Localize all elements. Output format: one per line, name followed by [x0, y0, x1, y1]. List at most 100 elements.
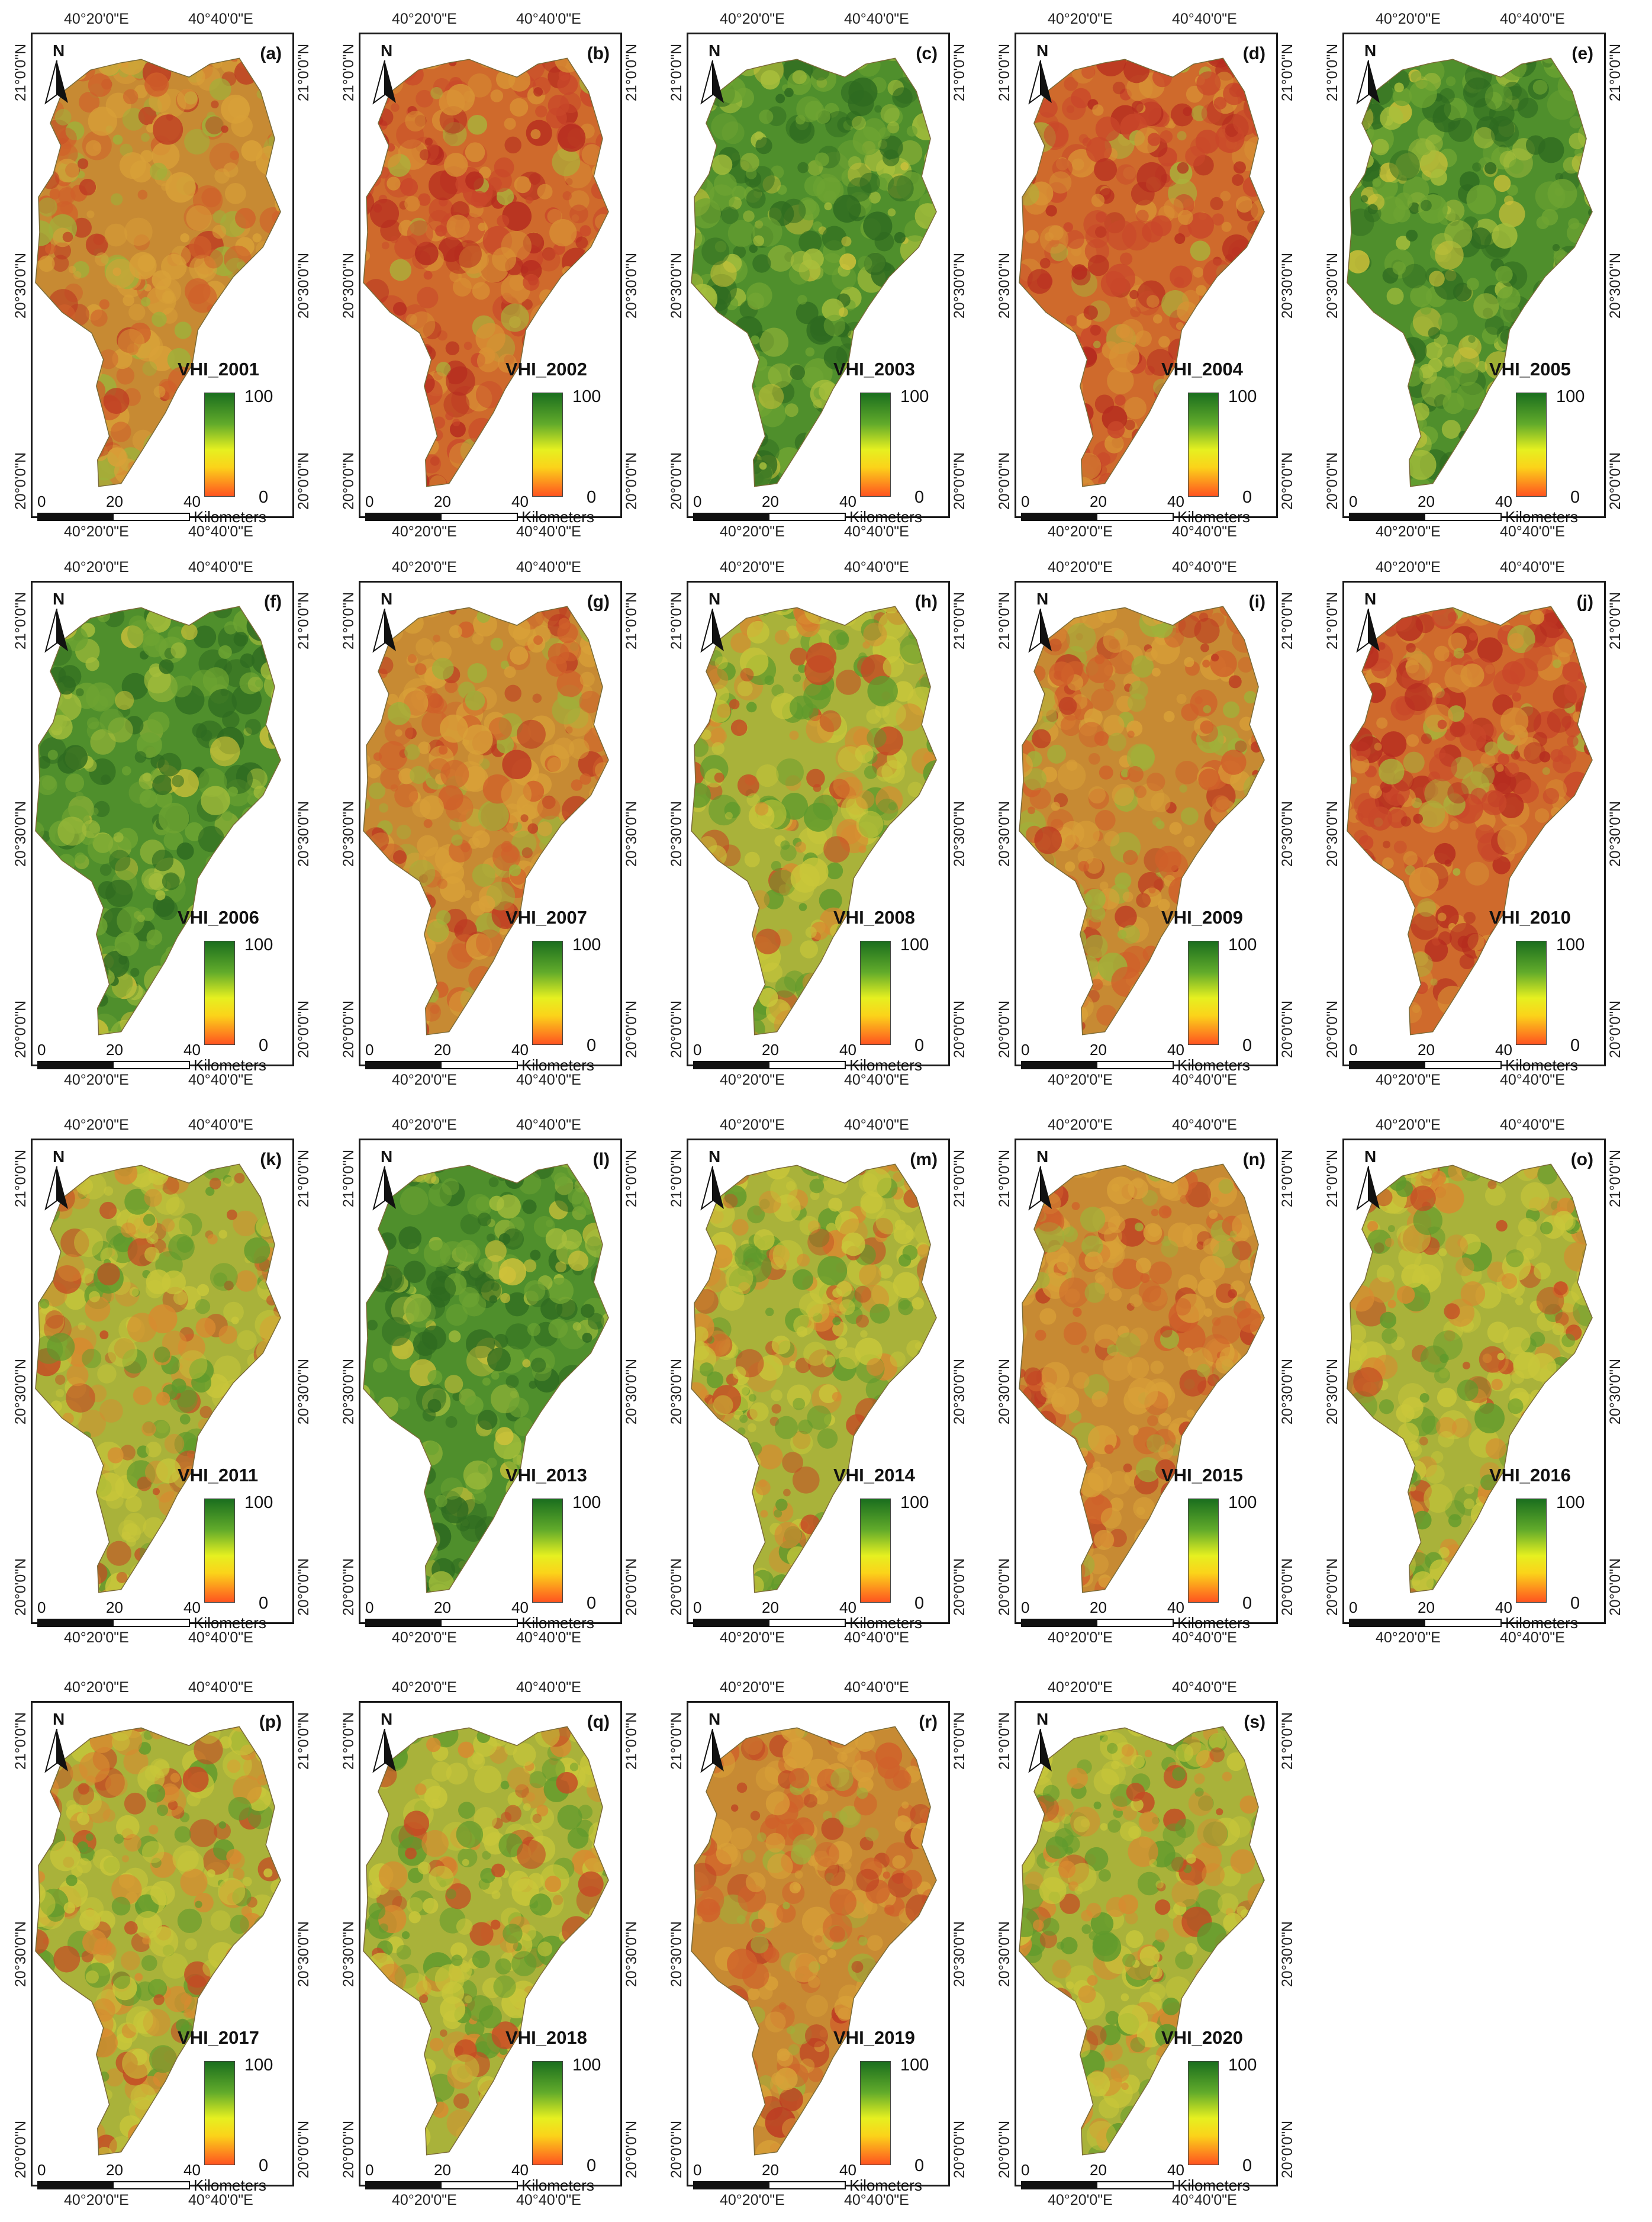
lat-label-south-text: 20°0'0"N: [1324, 1558, 1341, 1616]
panel-label: (m): [910, 1150, 938, 1169]
lat-label-mid-text: 20°30'0"N: [295, 252, 313, 319]
panel-label: (b): [587, 44, 610, 63]
scalebar-tick-0: 0: [693, 1599, 702, 1616]
lat-label-mid-text: 20°30'0"N: [340, 252, 358, 319]
legend-max-label: 100: [900, 935, 929, 954]
lon-label-top-east: 40°40'0"E: [1500, 1117, 1565, 1133]
scalebar-ticks: 0 20 40: [37, 493, 201, 510]
scalebar-tick-0: 0: [37, 2161, 46, 2179]
scalebar: [365, 1061, 518, 1069]
lat-label-north-text: 21°0'0"N: [340, 43, 358, 101]
map-panel: 40°20'0"E 40°40'0"E 40°20'0"E 40°40'0"E 21°0…: [994, 7, 1318, 545]
lat-label-north-text: 21°0'0"N: [668, 1149, 685, 1207]
lat-label-mid-text: 20°30'0"N: [1607, 1358, 1624, 1424]
scalebar-tick-40: 40: [183, 1599, 201, 1616]
scalebar-ticks: 0 20 40: [365, 1041, 529, 1059]
lat-label-mid-right: 20°30'0"N: [296, 1358, 313, 1424]
lon-label-bottom-east: 40°40'0"E: [1172, 523, 1237, 540]
scalebar-unit: Kilometers: [521, 2176, 594, 2194]
scalebar: [37, 2181, 190, 2189]
vhi-legend-colorbar: [1188, 1499, 1219, 1603]
vhi-map: [363, 606, 609, 1036]
north-arrow: N: [42, 1147, 72, 1213]
north-arrow: N: [1354, 41, 1383, 107]
lat-label-south-text: 20°0'0"N: [340, 1000, 358, 1058]
legend-max-label: 100: [244, 1493, 273, 1512]
lat-label-mid-left: 20°30'0"N: [997, 1358, 1013, 1424]
region-outline: [1019, 1163, 1265, 1593]
map-panel: 40°20'0"E 40°40'0"E 40°20'0"E 40°40'0"E 21°0…: [339, 555, 662, 1094]
scalebar-black-segment: [366, 1620, 442, 1626]
lat-label-north-text: 21°0'0"N: [1279, 43, 1296, 101]
lat-label-mid-right: 20°30'0"N: [296, 800, 313, 866]
scalebar-tick-20: 20: [106, 493, 123, 510]
lon-label-bottom-west: 40°20'0"E: [392, 523, 457, 540]
map-panel: 40°20'0"E 40°40'0"E 40°20'0"E 40°40'0"E 21°0…: [666, 555, 990, 1094]
lat-label-south-right: 20°0'0"N: [624, 1558, 640, 1615]
map-frame: N (d) VHI_2004 100 0 0 20 40 Kilometers: [1015, 33, 1278, 526]
lat-label-north-left: 21°0'0"N: [13, 591, 30, 649]
scalebar-unit: Kilometers: [849, 2176, 922, 2194]
panel-label: (s): [1244, 1712, 1265, 1732]
panel-label: (j): [1576, 592, 1593, 612]
lat-label-mid-left: 20°30'0"N: [341, 1921, 358, 1986]
lat-label-south-right: 20°0'0"N: [1608, 1558, 1624, 1615]
lat-label-south-text: 20°0'0"N: [1607, 1558, 1624, 1616]
vhi-year-title: VHI_2015: [1161, 1465, 1243, 1485]
panel-label: (g): [587, 592, 610, 612]
scalebar-ticks: 0 20 40: [1349, 1041, 1512, 1059]
north-arrow: N: [698, 1710, 727, 1775]
lon-label-bottom-east: 40°40'0"E: [844, 523, 909, 540]
legend-max-label: 100: [244, 2056, 273, 2075]
lat-label-south-right: 20°0'0"N: [952, 1558, 968, 1615]
lat-label-north-text: 21°0'0"N: [951, 591, 968, 649]
scalebar-ticks: 0 20 40: [1349, 493, 1512, 510]
north-letter: N: [1036, 1147, 1049, 1166]
lon-label-bottom-west: 40°20'0"E: [64, 1072, 129, 1088]
scalebar-tick-0: 0: [365, 1041, 374, 1059]
lat-label-north-right: 21°0'0"N: [296, 591, 313, 649]
scalebar-tick-20: 20: [1418, 1041, 1435, 1059]
map-frame: N (a) VHI_2001 100 0 0 20 40 Kilometers: [31, 33, 294, 526]
lon-label-top-east: 40°40'0"E: [516, 1117, 581, 1133]
lat-label-mid-text: 20°30'0"N: [1607, 252, 1624, 319]
lat-label-south-left: 20°0'0"N: [1325, 1558, 1341, 1615]
scalebar-tick-20: 20: [1090, 1041, 1107, 1059]
lon-label-top-west: 40°20'0"E: [720, 1679, 785, 1696]
vhi-legend-colorbar: [204, 941, 235, 1045]
scalebar-tick-40: 40: [1495, 1041, 1512, 1059]
lat-label-south-left: 20°0'0"N: [1325, 1000, 1341, 1057]
lat-label-south-left: 20°0'0"N: [1325, 452, 1341, 509]
scalebar: [1021, 1061, 1174, 1069]
map-panel: 40°20'0"E 40°40'0"E 40°20'0"E 40°40'0"E 21°0…: [339, 1676, 662, 2214]
lat-label-south-left: 20°0'0"N: [341, 2120, 358, 2178]
scalebar: [37, 1061, 190, 1069]
lat-label-south-text: 20°0'0"N: [1324, 452, 1341, 510]
north-arrow-icon: [44, 1729, 68, 1773]
region-outline: [1019, 57, 1265, 487]
lat-label-north-text: 21°0'0"N: [295, 1712, 313, 1770]
map-panel: 40°20'0"E 40°40'0"E 40°20'0"E 40°40'0"E 21°0…: [11, 555, 334, 1094]
lat-label-north-right: 21°0'0"N: [624, 43, 640, 101]
vhi-year-title: VHI_2018: [505, 2027, 587, 2048]
north-letter: N: [381, 41, 393, 60]
lat-label-south-text: 20°0'0"N: [1607, 452, 1624, 510]
lat-label-mid-right: 20°30'0"N: [1280, 1921, 1296, 1986]
lat-label-south-left: 20°0'0"N: [997, 1000, 1013, 1057]
legend-max-label: 100: [572, 1493, 601, 1512]
lat-label-mid-text: 20°30'0"N: [668, 1921, 685, 1987]
lat-label-north-right: 21°0'0"N: [1608, 591, 1624, 649]
scalebar-black-segment: [1022, 2182, 1097, 2188]
scalebar-tick-0: 0: [693, 493, 702, 510]
vhi-year-title: VHI_2001: [178, 359, 259, 380]
vhi-year-title: VHI_2005: [1489, 359, 1571, 380]
scalebar: [365, 513, 518, 521]
north-letter: N: [53, 41, 65, 60]
lat-label-south-text: 20°0'0"N: [12, 1000, 30, 1058]
legend-min-label: 0: [914, 1036, 925, 1055]
region-outline: [363, 606, 609, 1036]
lat-label-south-right: 20°0'0"N: [624, 452, 640, 509]
lat-label-south-right: 20°0'0"N: [952, 452, 968, 509]
lat-label-mid-text: 20°30'0"N: [295, 1921, 313, 1987]
lat-label-north-left: 21°0'0"N: [1325, 43, 1341, 101]
